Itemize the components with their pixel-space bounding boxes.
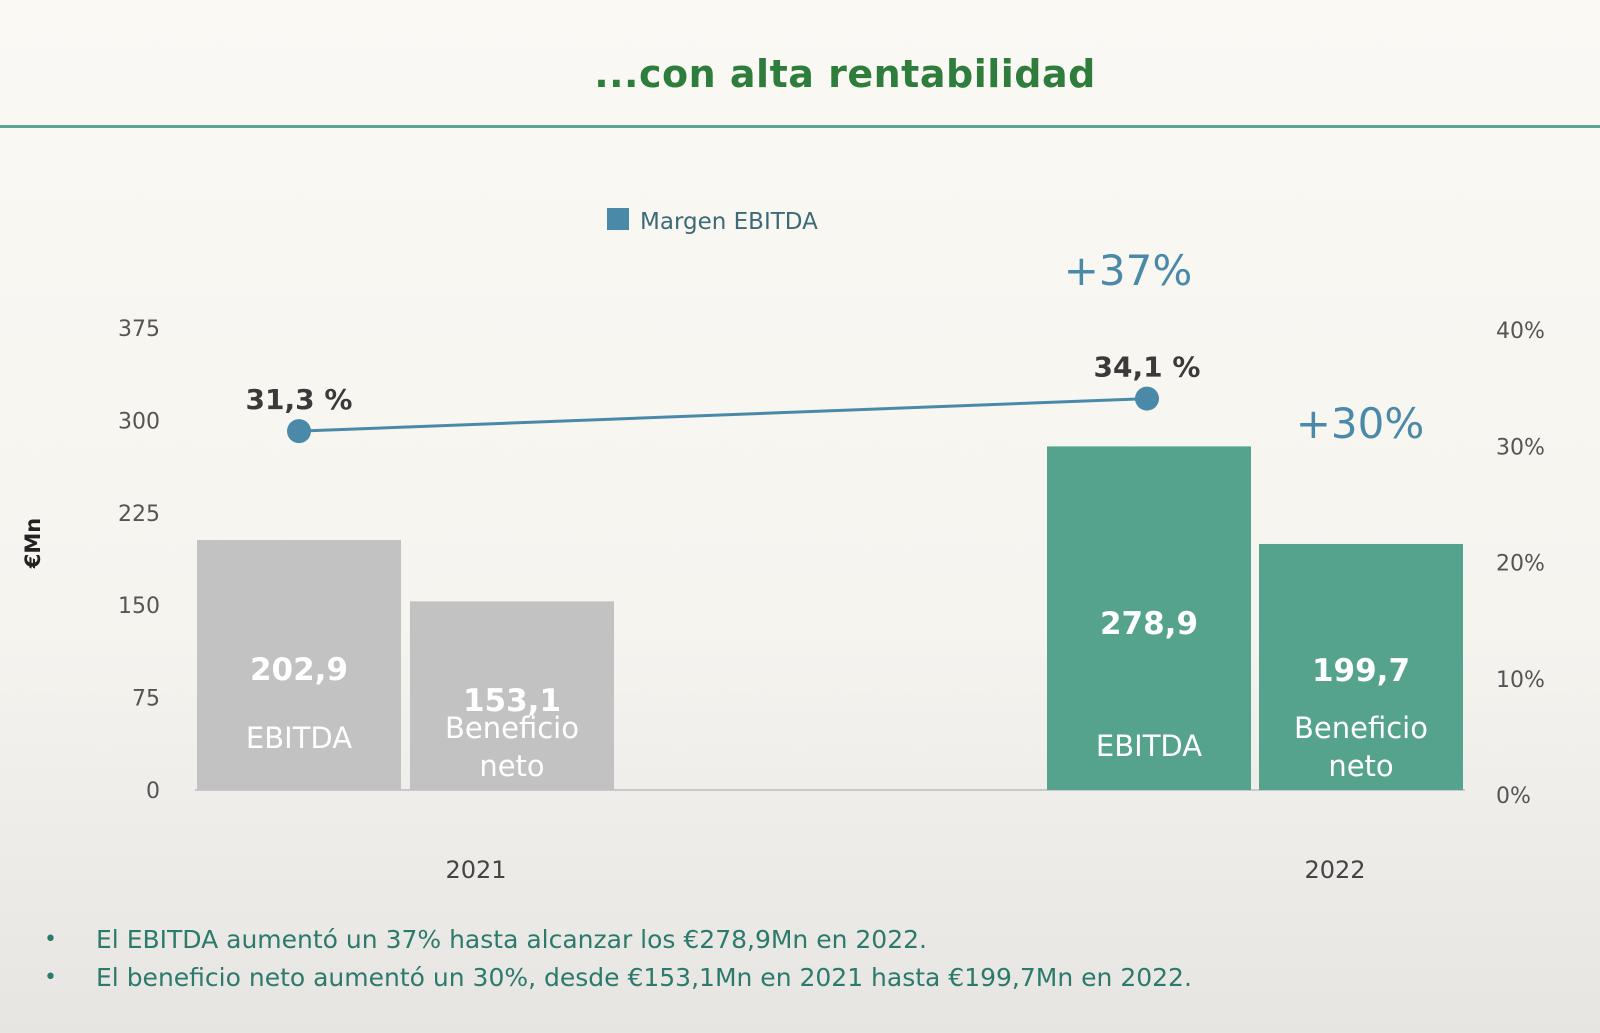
y-tick-label: 75	[132, 687, 160, 712]
y2-tick-label: 0%	[1496, 784, 1531, 809]
growth-label-beneficio: +30%	[1296, 399, 1425, 448]
bullet-dot-icon: •	[44, 965, 57, 990]
title-divider	[0, 125, 1600, 128]
bullet-item-beneficio: • El beneficio neto aumentó un 30%, desd…	[44, 963, 1192, 993]
margen-ebitda-value-label: 34,1 %	[1094, 351, 1201, 384]
bar-category-label: EBITDA	[246, 721, 352, 755]
bullet-item-ebitda: • El EBITDA aumentó un 37% hasta alcanza…	[44, 925, 1192, 955]
bar-2021-ebitda	[197, 540, 401, 790]
margen-ebitda-point	[287, 419, 311, 444]
bullet-dot-icon: •	[44, 927, 57, 952]
x-tick-label: 2021	[445, 856, 506, 884]
growth-label-ebitda: +37%	[1064, 246, 1193, 295]
legend-swatch-margen-ebitda	[607, 208, 629, 230]
y2-tick-label: 10%	[1496, 668, 1545, 693]
bar-value-label: 202,9	[250, 652, 348, 688]
bar-2022-ebitda	[1047, 446, 1251, 790]
margen-ebitda-point	[1135, 386, 1159, 411]
y-tick-label: 225	[118, 502, 160, 527]
y2-tick-label: 40%	[1496, 319, 1545, 344]
ebitda-chart: Margen EBITDA 0 75 150 225 300 375 €Mn 0% 10% 20% 3…	[21, 208, 1545, 884]
bar-value-label: 199,7	[1312, 653, 1410, 689]
bar-value-label: 153,1	[463, 683, 561, 719]
y-tick-label: 0	[146, 779, 160, 804]
bar-category-label: Beneficio	[445, 711, 579, 745]
y-axis-label: €Mn	[21, 518, 45, 569]
y2-tick-label: 30%	[1496, 435, 1545, 460]
y2-tick-label: 20%	[1496, 552, 1545, 577]
bar-category-label: neto	[479, 749, 544, 783]
page-title: ...con alta rentabilidad	[594, 52, 1096, 96]
legend-label-margen-ebitda: Margen EBITDA	[640, 209, 818, 235]
y-tick-label: 375	[118, 317, 160, 342]
margen-ebitda-value-label: 31,3 %	[246, 383, 353, 416]
bullet-list: • El EBITDA aumentó un 37% hasta alcanza…	[44, 925, 1192, 1001]
bar-category-label: EBITDA	[1096, 729, 1202, 763]
bullet-text: El beneficio neto aumentó un 30%, desde …	[96, 963, 1192, 992]
bar-category-label: Beneficio	[1294, 711, 1428, 745]
y-tick-label: 300	[118, 409, 160, 434]
bullet-text: El EBITDA aumentó un 37% hasta alcanzar …	[96, 925, 927, 954]
bar-2022-beneficio-neto	[1259, 543, 1463, 790]
bar-value-label: 278,9	[1100, 606, 1198, 642]
bar-category-label: neto	[1328, 749, 1393, 783]
margen-ebitda-line	[298, 397, 1148, 433]
x-tick-label: 2022	[1304, 856, 1365, 884]
y-tick-label: 150	[118, 594, 160, 619]
bar-2021-beneficio-neto	[410, 601, 614, 790]
